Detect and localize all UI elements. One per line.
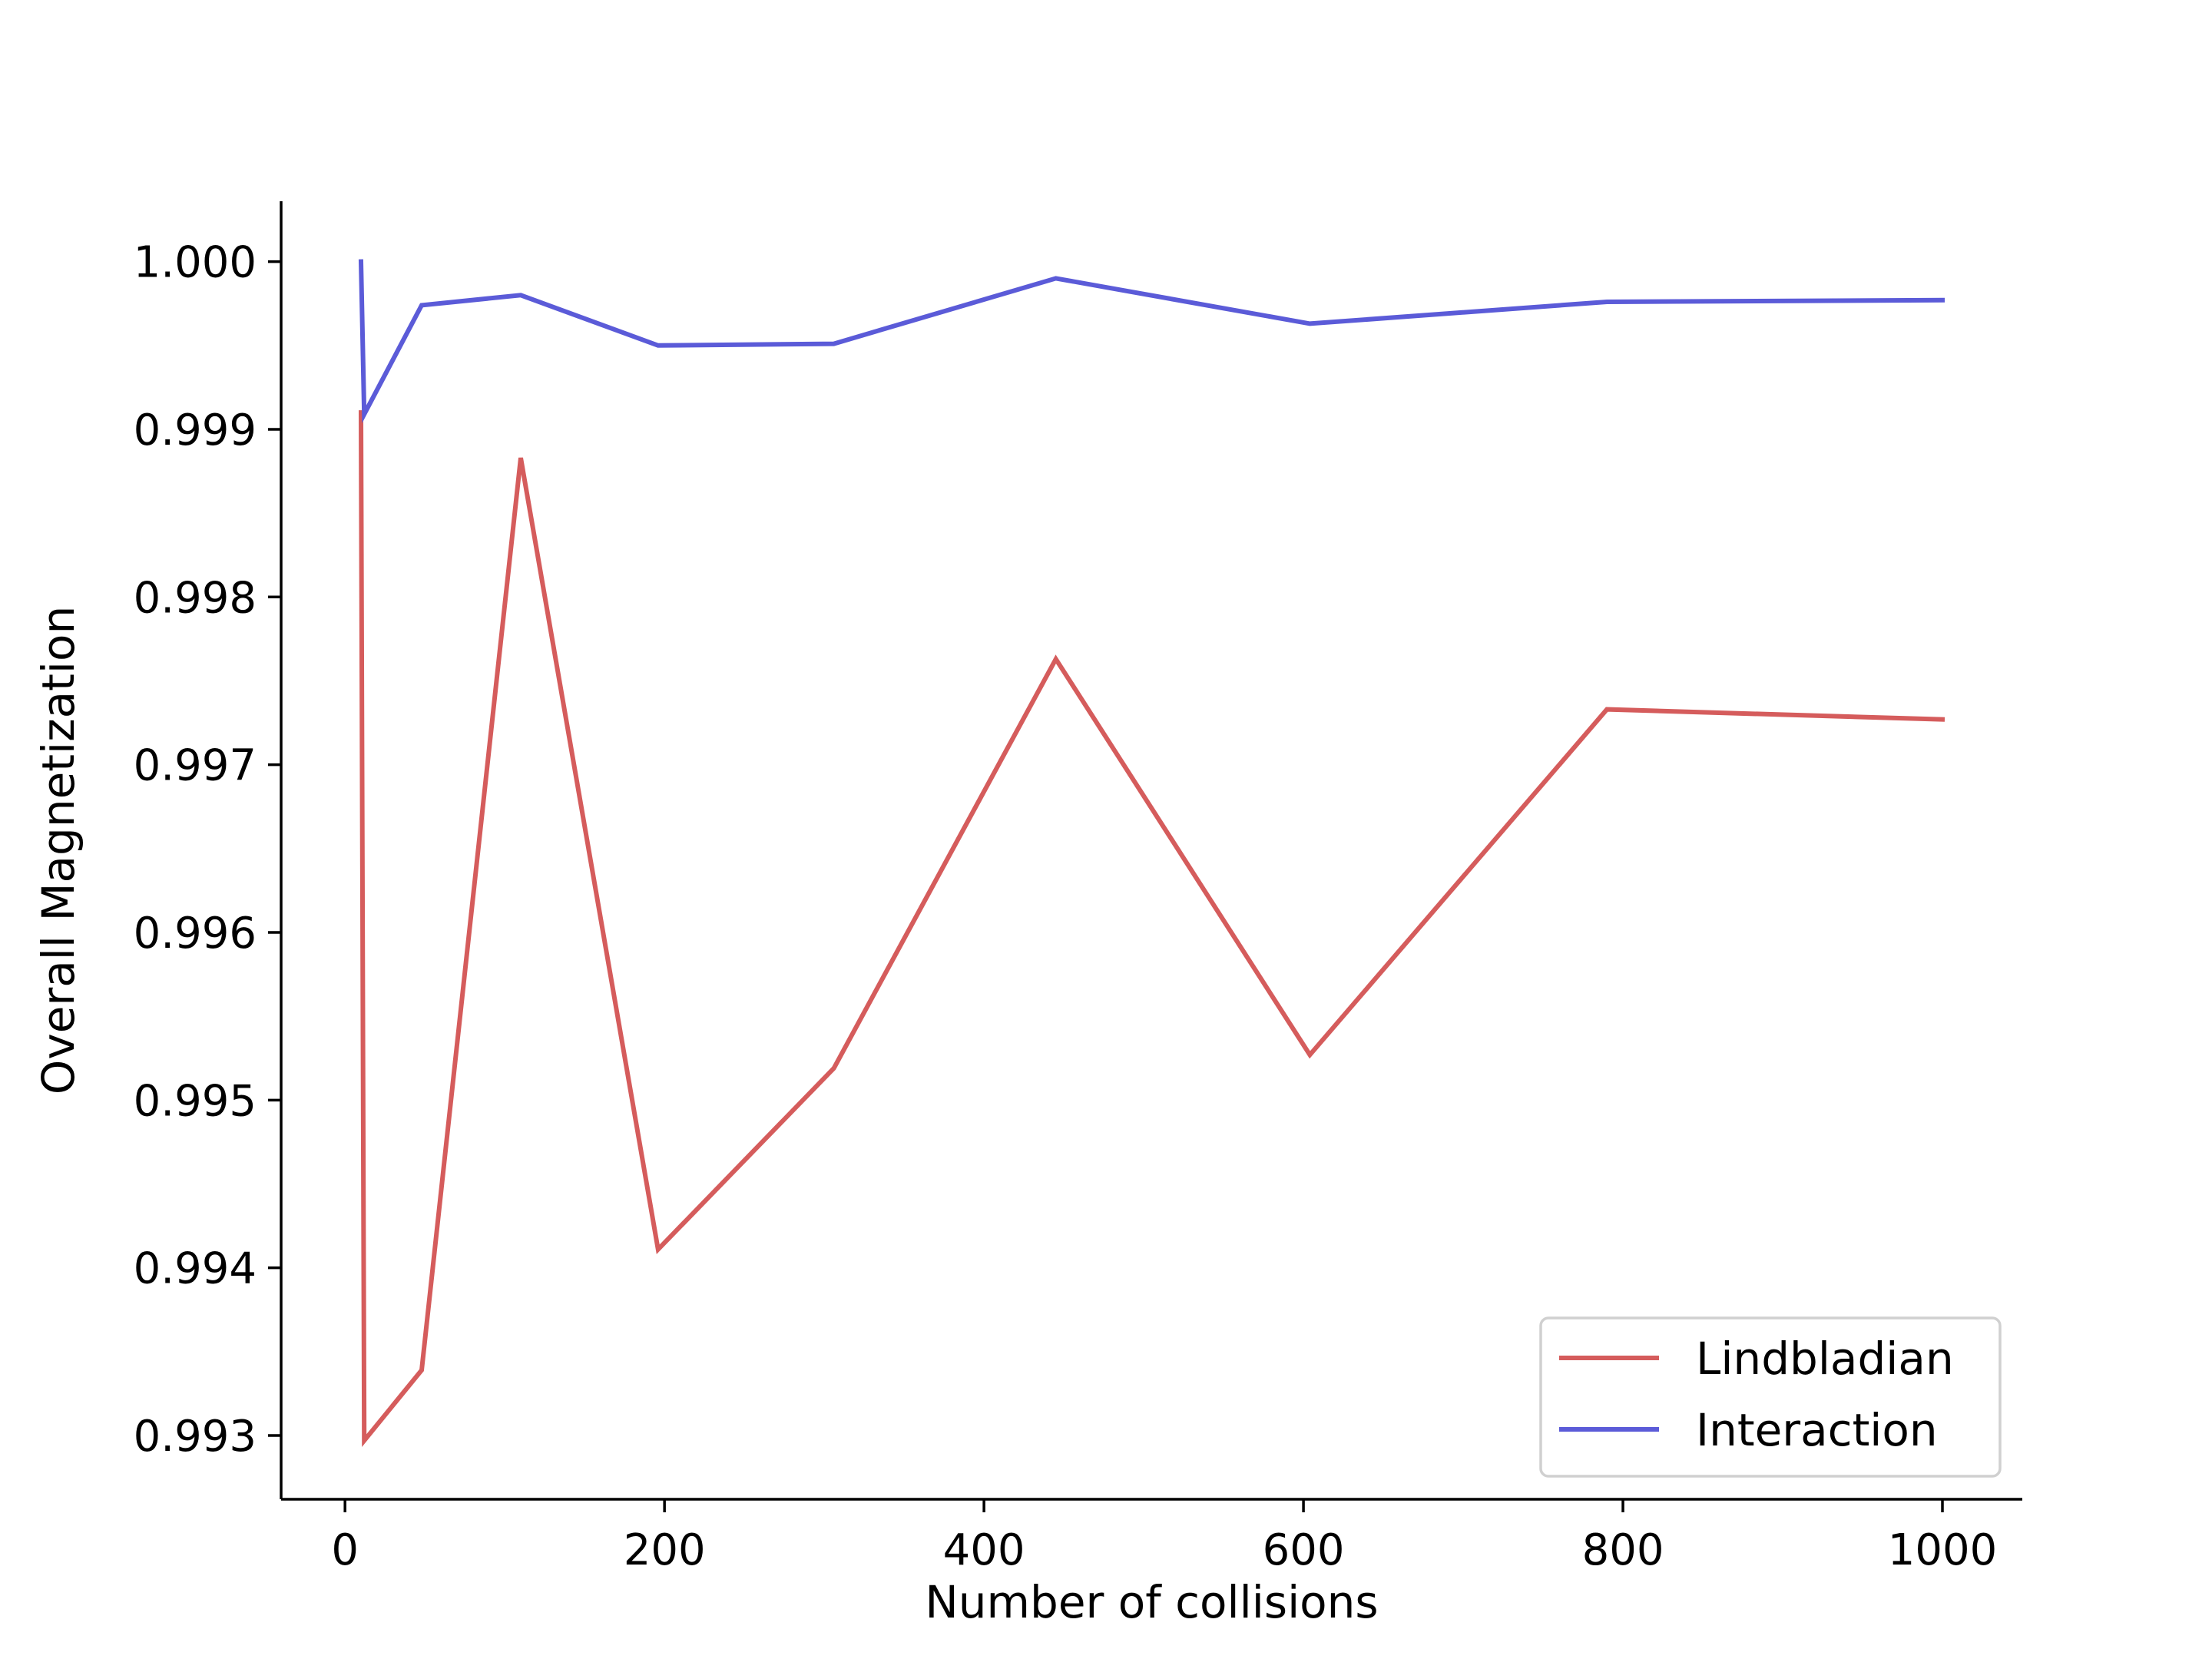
x-tick-label: 400 [943,1525,1025,1575]
axes: 0 200 400 600 800 1000 0.993 0.994 0.995 0.996 0.9… [134,201,2022,1575]
y-tick-label: 0.995 [134,1076,257,1126]
x-tick-label: 0 [331,1525,359,1575]
series-line-lindbladian [358,410,1945,1447]
y-tick-label: 0.993 [134,1412,257,1462]
y-axis-title: Overall Magnetization [32,606,84,1095]
y-tick-label: 0.998 [134,573,257,623]
y-tick-label: 0.997 [134,741,257,791]
x-tick-label: 1000 [1888,1525,1998,1575]
plot-area [358,259,1945,1447]
legend-label-interaction: Interaction [1696,1404,1938,1456]
y-tick-label: 1.000 [134,238,257,288]
y-tick-label: 0.996 [134,909,257,959]
y-tick-label: 0.999 [134,406,257,455]
x-tick-label: 600 [1263,1525,1345,1575]
x-tick-label: 800 [1582,1525,1664,1575]
legend-label-lindbladian: Lindbladian [1696,1333,1954,1385]
x-tick-label: 200 [624,1525,706,1575]
x-axis-title: Number of collisions [925,1576,1378,1628]
series-line-interaction [358,259,1945,423]
y-tick-label: 0.994 [134,1244,257,1294]
legend: Lindbladian Interaction [1539,1316,2002,1478]
